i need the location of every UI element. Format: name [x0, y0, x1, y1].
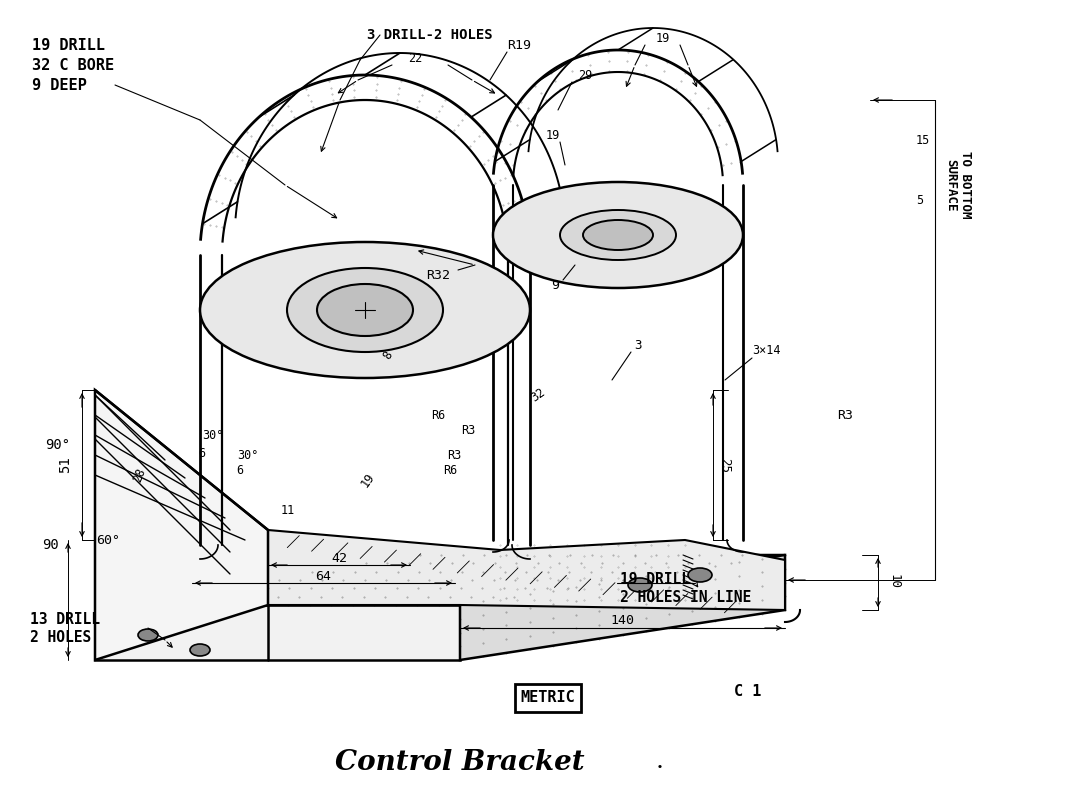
Text: TO BOTTOM
SURFACE: TO BOTTOM SURFACE — [943, 151, 972, 219]
Text: METRIC: METRIC — [521, 691, 575, 705]
Polygon shape — [95, 555, 785, 605]
Text: R32: R32 — [426, 269, 450, 281]
Ellipse shape — [138, 629, 158, 641]
Text: 19 DRILL: 19 DRILL — [620, 572, 690, 588]
Ellipse shape — [200, 242, 530, 378]
Text: 15: 15 — [916, 134, 930, 146]
Text: 30°: 30° — [237, 448, 259, 462]
Text: 30°: 30° — [202, 429, 224, 441]
Ellipse shape — [190, 644, 210, 656]
Text: 2 HOLES IN LINE: 2 HOLES IN LINE — [620, 591, 751, 606]
Text: 32 C BORE: 32 C BORE — [32, 57, 115, 72]
Text: 5: 5 — [916, 193, 923, 207]
Polygon shape — [95, 605, 460, 660]
Ellipse shape — [492, 182, 743, 288]
Ellipse shape — [688, 568, 712, 582]
Ellipse shape — [628, 578, 652, 592]
Text: 51: 51 — [58, 456, 72, 473]
Text: 9 DEEP: 9 DEEP — [32, 77, 86, 92]
Text: R3: R3 — [836, 409, 853, 421]
Text: Control Bracket: Control Bracket — [335, 749, 585, 775]
Text: 3 DRILL-2 HOLES: 3 DRILL-2 HOLES — [367, 28, 492, 42]
Text: 6: 6 — [237, 463, 244, 476]
Ellipse shape — [560, 210, 676, 260]
Text: R6: R6 — [443, 463, 458, 476]
Text: 64: 64 — [314, 569, 331, 583]
Text: 42: 42 — [331, 552, 347, 564]
Text: 19: 19 — [546, 129, 560, 142]
Text: C 1: C 1 — [734, 684, 762, 700]
Text: 8: 8 — [381, 349, 395, 362]
Text: 19: 19 — [358, 471, 378, 490]
Text: .: . — [656, 750, 664, 774]
Ellipse shape — [317, 284, 413, 336]
Polygon shape — [268, 530, 785, 610]
Text: 19 DRILL: 19 DRILL — [32, 37, 105, 52]
Polygon shape — [460, 555, 785, 660]
Ellipse shape — [287, 268, 443, 352]
Text: 22: 22 — [408, 52, 423, 64]
Text: 32: 32 — [529, 386, 547, 405]
Text: 29: 29 — [578, 68, 592, 82]
Text: 90°: 90° — [45, 438, 70, 452]
Text: 60°: 60° — [96, 533, 120, 546]
Text: R6: R6 — [431, 409, 446, 421]
Text: 25: 25 — [719, 457, 732, 472]
Text: 6: 6 — [199, 447, 205, 460]
Text: 10: 10 — [888, 575, 901, 590]
Text: 90: 90 — [41, 538, 59, 552]
Text: 13 DRILL: 13 DRILL — [29, 612, 100, 627]
Ellipse shape — [583, 220, 653, 250]
Text: R3: R3 — [461, 424, 475, 436]
Text: 2 HOLES: 2 HOLES — [29, 630, 92, 646]
Text: 3: 3 — [634, 339, 642, 351]
Text: 11: 11 — [281, 503, 295, 517]
Text: 9: 9 — [551, 278, 559, 292]
Text: 140: 140 — [610, 615, 634, 627]
Text: 3×14: 3×14 — [752, 343, 781, 356]
Text: 19: 19 — [656, 32, 670, 45]
Polygon shape — [95, 390, 268, 660]
Text: 28: 28 — [131, 466, 149, 484]
Text: R3: R3 — [447, 448, 461, 462]
Text: R19: R19 — [507, 38, 531, 52]
